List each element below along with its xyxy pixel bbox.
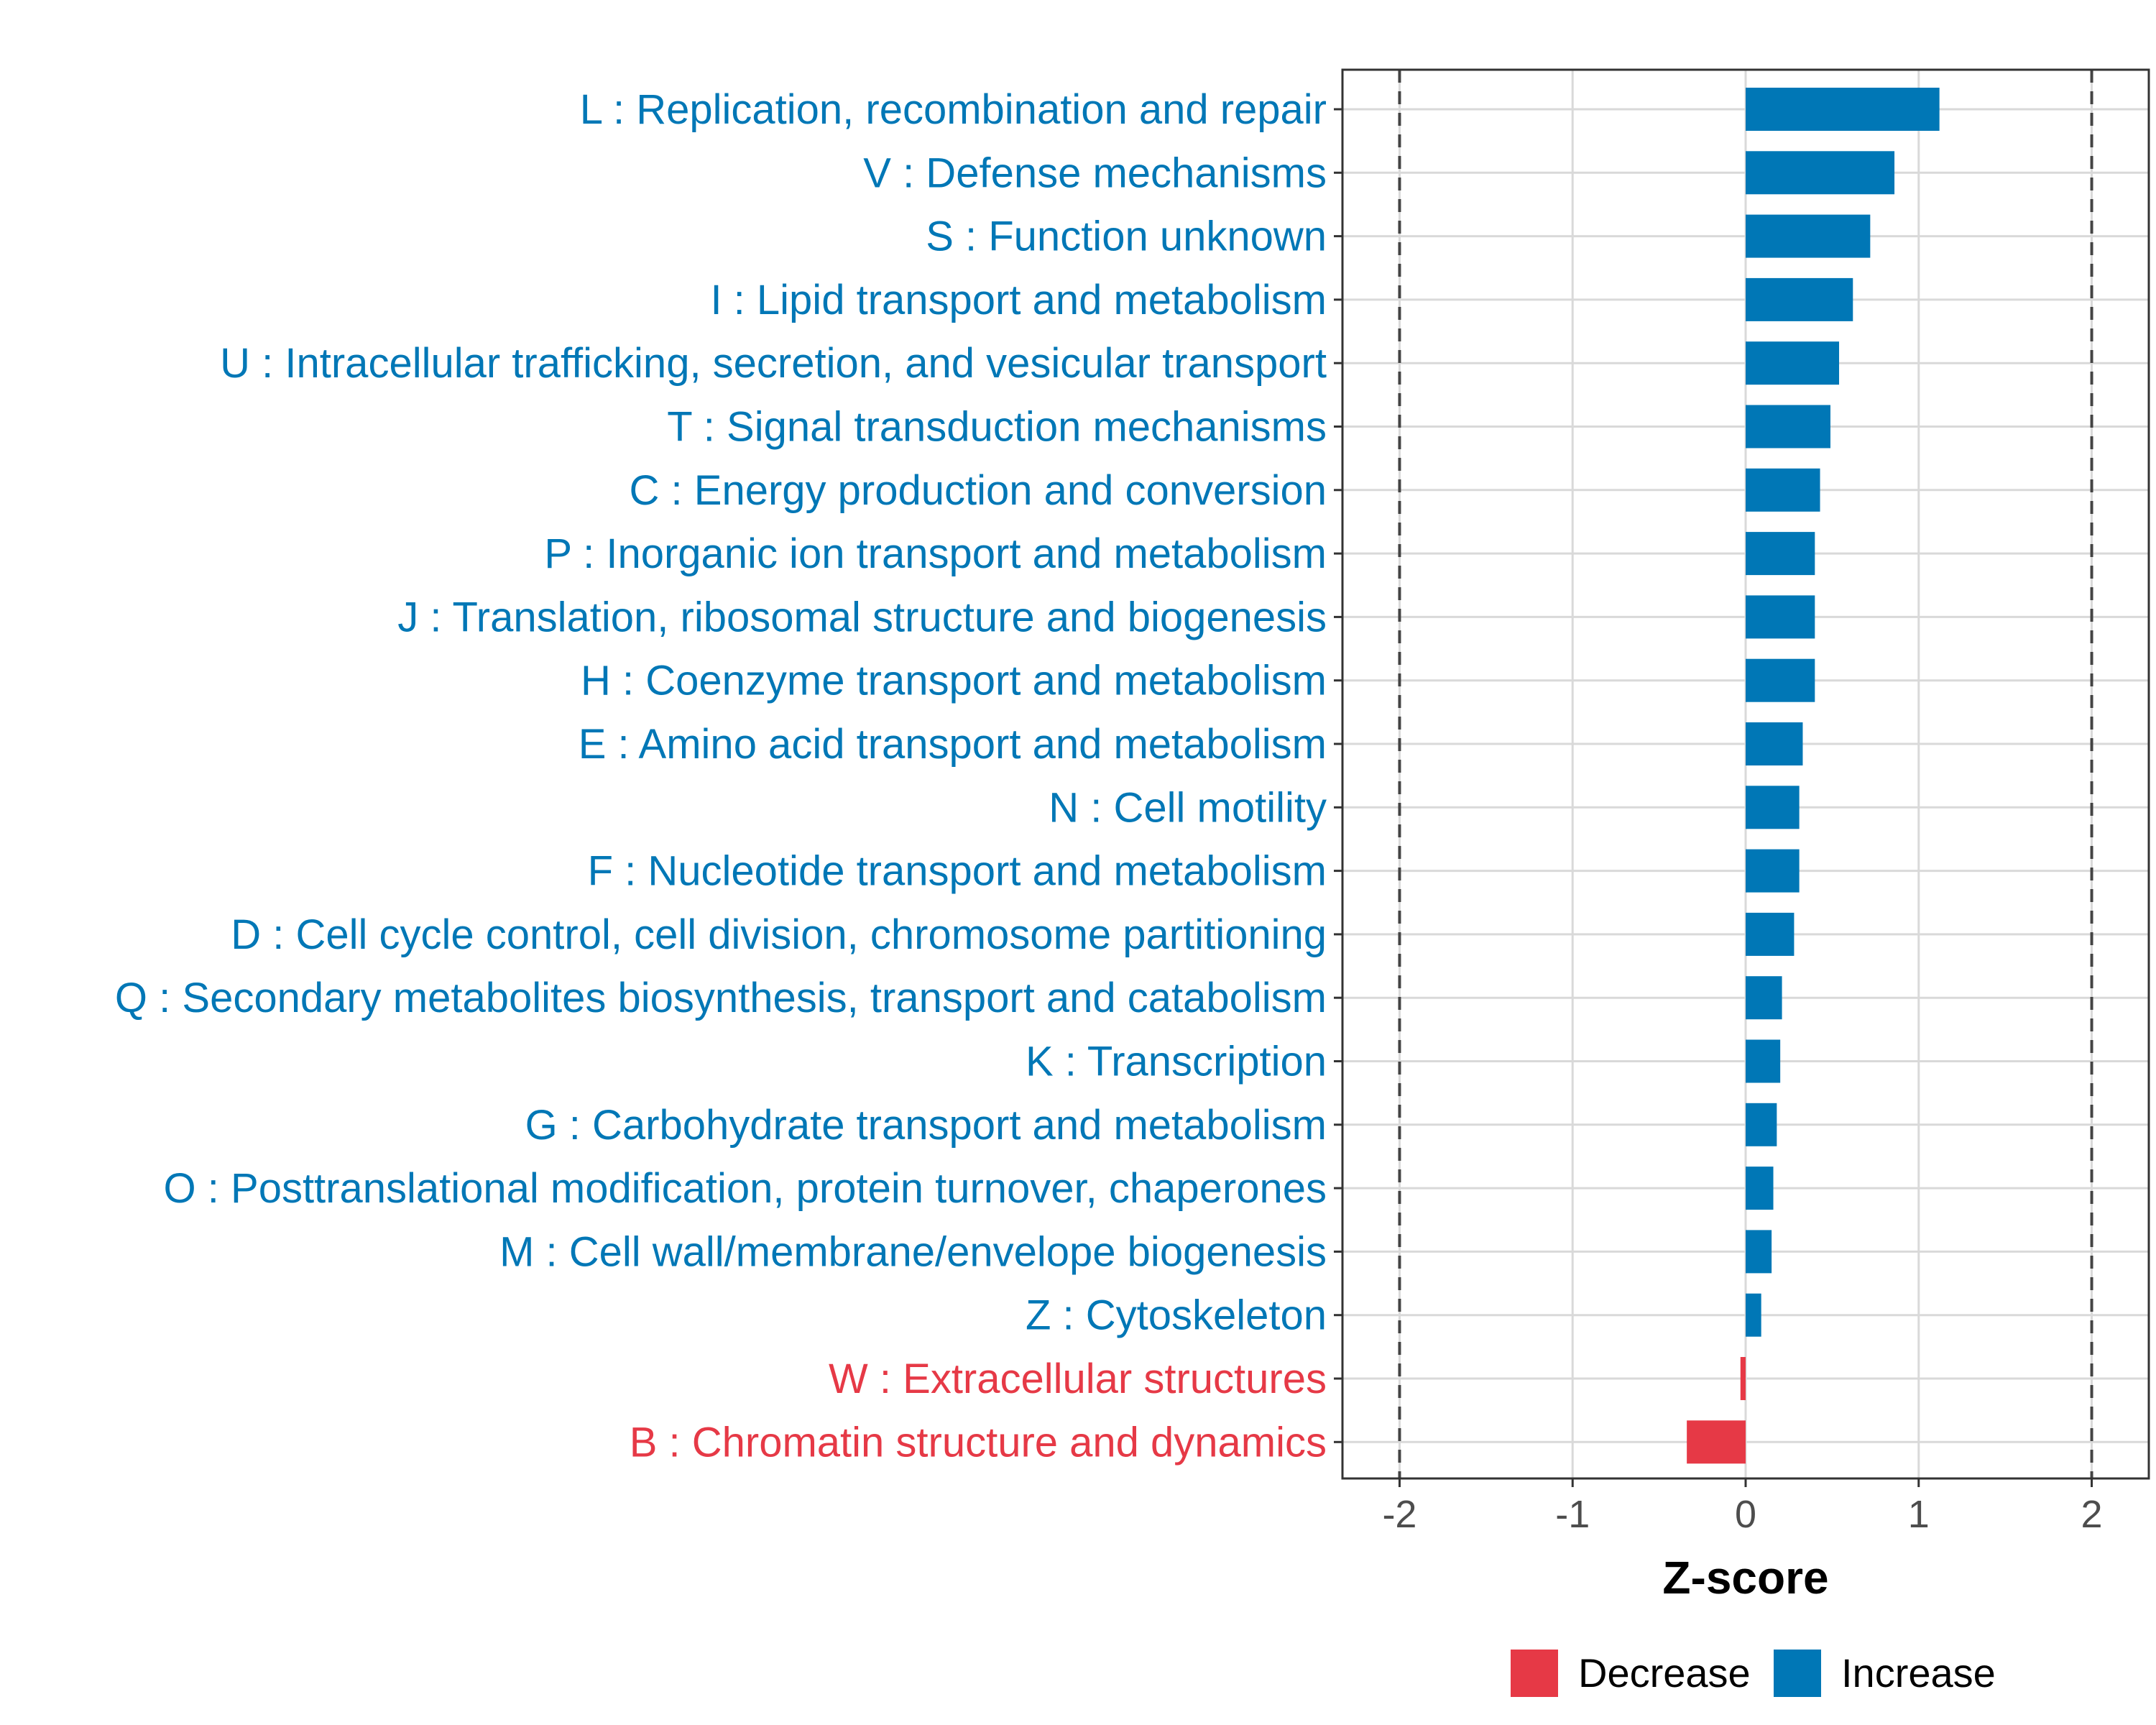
x-tick-label: 1 bbox=[1908, 1493, 1930, 1536]
bar bbox=[1746, 1293, 1761, 1337]
bar bbox=[1746, 151, 1895, 195]
category-label: P : Inorganic ion transport and metaboli… bbox=[544, 530, 1327, 577]
category-label: Z : Cytoskeleton bbox=[1026, 1292, 1327, 1339]
bar bbox=[1746, 88, 1940, 131]
bar bbox=[1746, 595, 1815, 639]
x-tick-label: -1 bbox=[1555, 1493, 1590, 1536]
bar bbox=[1746, 786, 1800, 829]
bars bbox=[1687, 88, 1940, 1464]
bar bbox=[1746, 1103, 1777, 1146]
x-tick-label: 2 bbox=[2081, 1493, 2103, 1536]
category-label: F : Nucleotide transport and metabolism bbox=[588, 848, 1327, 895]
bar bbox=[1746, 722, 1803, 765]
category-label: N : Cell motility bbox=[1049, 784, 1327, 831]
category-label: Q : Secondary metabolites biosynthesis, … bbox=[115, 975, 1327, 1021]
category-label: D : Cell cycle control, cell division, c… bbox=[231, 911, 1327, 958]
category-label: J : Translation, ribosomal structure and… bbox=[397, 594, 1327, 640]
x-axis-title: Z-score bbox=[1662, 1552, 1828, 1604]
category-label: W : Extracellular structures bbox=[829, 1356, 1327, 1402]
category-label: M : Cell wall/membrane/envelope biogenes… bbox=[499, 1228, 1327, 1275]
bar bbox=[1746, 976, 1782, 1020]
bar bbox=[1746, 468, 1820, 512]
category-label: L : Replication, recombination and repai… bbox=[580, 86, 1327, 133]
bar bbox=[1746, 912, 1795, 956]
bar bbox=[1746, 1039, 1781, 1083]
category-label: C : Energy production and conversion bbox=[630, 467, 1327, 514]
bar bbox=[1740, 1357, 1746, 1400]
category-label: K : Transcription bbox=[1026, 1039, 1327, 1085]
x-axis-ticks: -2 -1 0 1 2 bbox=[1382, 1478, 2103, 1536]
bar bbox=[1746, 214, 1871, 258]
y-axis-ticks bbox=[1334, 108, 1342, 1443]
bar bbox=[1746, 405, 1830, 448]
category-label: V : Defense mechanisms bbox=[863, 150, 1327, 196]
category-label: H : Coenzyme transport and metabolism bbox=[581, 658, 1327, 704]
category-label: I : Lipid transport and metabolism bbox=[710, 277, 1327, 323]
category-label: S : Function unknown bbox=[926, 213, 1327, 260]
legend-label-increase: Increase bbox=[1841, 1650, 1996, 1696]
bar bbox=[1746, 1230, 1772, 1274]
bar bbox=[1746, 1167, 1774, 1210]
legend-key-increase bbox=[1774, 1650, 1821, 1697]
category-label: T : Signal transduction mechanisms bbox=[667, 404, 1327, 451]
bar bbox=[1746, 277, 1853, 321]
bar bbox=[1746, 849, 1800, 893]
legend: Decrease Increase bbox=[1511, 1650, 1996, 1697]
category-label: B : Chromatin structure and dynamics bbox=[630, 1419, 1327, 1466]
legend-key-decrease bbox=[1511, 1650, 1558, 1697]
bar bbox=[1746, 341, 1840, 385]
bar bbox=[1746, 658, 1815, 702]
category-label: O : Posttranslational modification, prot… bbox=[164, 1165, 1327, 1212]
bar bbox=[1687, 1420, 1746, 1464]
bar bbox=[1746, 532, 1815, 576]
legend-label-decrease: Decrease bbox=[1578, 1650, 1751, 1696]
category-label: E : Amino acid transport and metabolism bbox=[579, 721, 1327, 768]
category-label: U : Intracellular trafficking, secretion… bbox=[220, 340, 1327, 387]
x-tick-label: -2 bbox=[1382, 1493, 1416, 1536]
category-label: G : Carbohydrate transport and metabolis… bbox=[525, 1102, 1327, 1149]
category-labels: L : Replication, recombination and repai… bbox=[115, 86, 1327, 1466]
reference-lines bbox=[1398, 70, 2093, 1478]
x-tick-label: 0 bbox=[1735, 1493, 1756, 1536]
